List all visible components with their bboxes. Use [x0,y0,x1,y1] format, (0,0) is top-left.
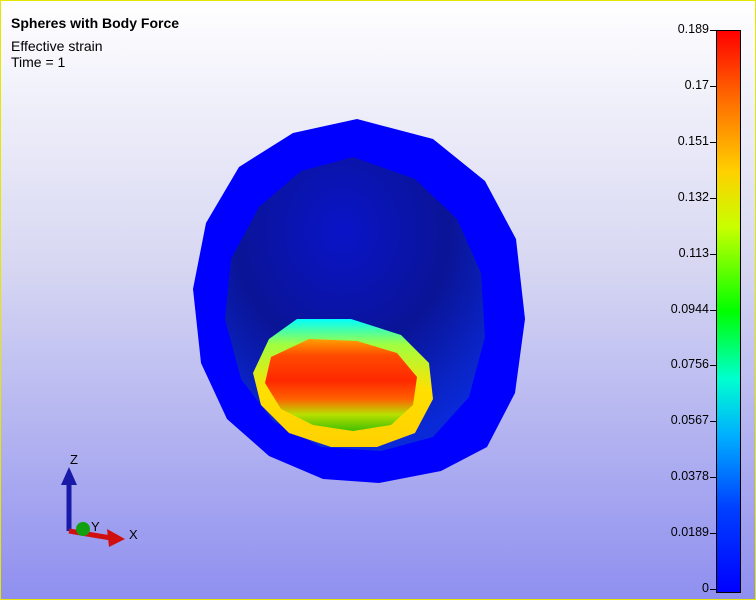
colorbar-tick-label: 0.0567 [670,413,709,428]
colorbar-tick-label: 0.0189 [670,525,709,540]
strain-hotspot [265,339,417,431]
colorbar-tick-mark [710,30,716,31]
colorbar-tick-mark [710,421,716,423]
z-arrow-icon [61,467,77,485]
colorbar-tick-mark [710,365,716,367]
colorbar-tick-label: 0.0378 [670,469,709,484]
colorbar-tick-mark [710,589,716,590]
colorbar-tick-mark [710,141,716,143]
colorbar-tick-mark [710,253,716,255]
colorbar-tick-label: 0.0944 [670,301,709,316]
z-axis-label: Z [70,452,78,467]
colorbar-tick-mark [710,533,716,535]
x-arrow-icon [107,529,125,547]
colorbar-tick-mark [710,477,716,479]
colorbar-tick-label: 0.0756 [670,357,709,372]
axis-triad [61,467,125,547]
colorbar-tick-mark [710,197,716,199]
plot-title: Spheres with Body Force [11,15,180,31]
colorbar-tick-label: 0.113 [678,245,709,260]
colorbar-tick-mark [710,309,716,311]
color-legend-bar [716,30,741,593]
colorbar-tick-label: 0.132 [677,189,709,204]
colorbar-tick-label: 0.151 [677,133,709,148]
x-axis-label: X [129,527,138,542]
time-label: Time = 1 [11,54,66,70]
y-axis-label: Y [91,519,100,534]
colorbar-tick-label: 0.189 [677,22,709,36]
variable-label: Effective strain [11,38,103,54]
colorbar-tick-label: 0 [702,581,709,595]
colorbar-tick-mark [710,85,716,87]
y-arrow-icon [76,522,90,536]
colorbar-tick-label: 0.17 [684,77,709,92]
